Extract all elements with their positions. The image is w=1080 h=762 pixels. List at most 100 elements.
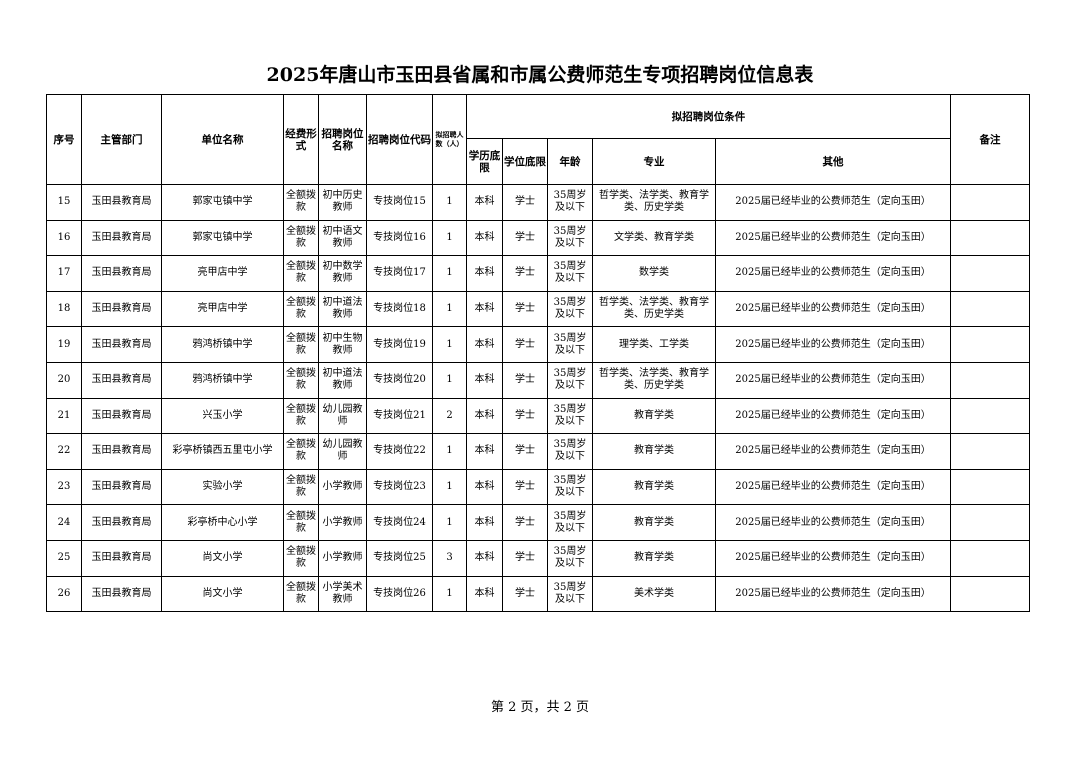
cell-age: 35周岁及以下 (547, 290, 593, 328)
header-dept: 主管部门 (81, 94, 162, 185)
cell-age: 35周岁及以下 (547, 326, 593, 363)
table-row: 26 玉田县教育局 尚文小学 全额拨款 小学美术教师 专技岗位26 1 本科 学士 35周岁及以下… (46, 575, 1031, 613)
header-fund: 经费形式 (283, 94, 319, 185)
cell-degree: 学士 (502, 504, 548, 541)
header-post-code: 招聘岗位代码 (366, 94, 433, 185)
cell-post-code: 专技岗位19 (366, 326, 433, 363)
cell-major: 哲学类、法学类、教育学类、历史学类 (592, 184, 716, 221)
cell-other: 2025届已经毕业的公费师范生（定向玉田） (714, 575, 952, 613)
cell-other: 2025届已经毕业的公费师范生（定向玉田） (714, 184, 952, 221)
cell-post-code: 专技岗位24 (366, 504, 433, 541)
cell-count: 1 (432, 504, 467, 541)
cell-count: 1 (432, 255, 467, 292)
cell-count: 1 (432, 219, 467, 257)
table-row: 16 玉田县教育局 郭家屯镇中学 全额拨款 初中语文教师 专技岗位16 1 本科 学士 35周岁及… (46, 219, 1031, 257)
cell-degree: 学士 (502, 184, 548, 221)
page-footer: 第 2 页，共 2 页 (490, 700, 590, 715)
cell-post-name: 小学教师 (318, 504, 367, 541)
cell-major: 哲学类、法学类、教育学类、历史学类 (592, 361, 716, 399)
cell-dept: 玉田县教育局 (81, 326, 162, 363)
cell-fund: 全额拨款 (283, 504, 319, 541)
cell-unit: 郭家屯镇中学 (161, 184, 284, 221)
cell-fund: 全额拨款 (283, 468, 319, 506)
cell-edu: 本科 (466, 468, 503, 506)
cell-age: 35周岁及以下 (547, 575, 593, 613)
cell-edu: 本科 (466, 361, 503, 399)
cell-major: 教育学类 (592, 504, 716, 541)
cell-unit: 鸦鸿桥镇中学 (161, 361, 284, 399)
cell-remark (950, 397, 1031, 435)
cell-degree: 学士 (502, 468, 548, 506)
cell-dept: 玉田县教育局 (81, 468, 162, 506)
cell-fund: 全额拨款 (283, 255, 319, 292)
header-degree: 学位底限 (502, 138, 548, 185)
cell-post-name: 初中道法教师 (318, 290, 367, 328)
cell-other: 2025届已经毕业的公费师范生（定向玉田） (714, 539, 952, 577)
cell-fund: 全额拨款 (283, 219, 319, 257)
cell-major: 教育学类 (592, 468, 716, 506)
cell-dept: 玉田县教育局 (81, 504, 162, 541)
cell-count: 1 (432, 290, 467, 328)
cell-count: 1 (432, 361, 467, 399)
cell-post-name: 初中生物教师 (318, 326, 367, 363)
cell-degree: 学士 (502, 539, 548, 577)
header-conditions: 拟招聘岗位条件 (465, 94, 952, 139)
cell-post-name: 幼儿园教师 (318, 397, 367, 435)
page-title: 2025年唐山市玉田县省属和市属公费师范生专项招聘岗位信息表 (266, 64, 814, 86)
cell-other: 2025届已经毕业的公费师范生（定向玉田） (714, 290, 952, 328)
recruitment-table: 序号 主管部门 单位名称 经费形式 招聘岗位名称 招聘岗位代码 拟招聘人数（人）… (46, 94, 1031, 613)
cell-remark (950, 255, 1031, 292)
table-row: 21 玉田县教育局 兴玉小学 全额拨款 幼儿园教师 专技岗位21 2 本科 学士 35周岁及以下教… (46, 397, 1031, 435)
cell-post-name: 幼儿园教师 (318, 433, 367, 470)
cell-edu: 本科 (466, 575, 503, 613)
cell-major: 教育学类 (592, 539, 716, 577)
cell-unit: 亮甲店中学 (161, 290, 284, 328)
cell-fund: 全额拨款 (283, 361, 319, 399)
cell-fund: 全额拨款 (283, 326, 319, 363)
cell-dept: 玉田县教育局 (81, 184, 162, 221)
cell-age: 35周岁及以下 (547, 219, 593, 257)
cell-post-name: 初中数学教师 (318, 255, 367, 292)
cell-seq: 16 (46, 219, 82, 257)
cell-remark (950, 433, 1031, 470)
cell-fund: 全额拨款 (283, 184, 319, 221)
cell-dept: 玉田县教育局 (81, 575, 162, 613)
cell-other: 2025届已经毕业的公费师范生（定向玉田） (714, 504, 952, 541)
cell-seq: 23 (46, 468, 82, 506)
header-remark: 备注 (950, 94, 1031, 185)
cell-degree: 学士 (502, 255, 548, 292)
cell-edu: 本科 (466, 219, 503, 257)
cell-unit: 实验小学 (161, 468, 284, 506)
cell-post-code: 专技岗位26 (366, 575, 433, 613)
cell-post-name: 初中语文教师 (318, 219, 367, 257)
cell-dept: 玉田县教育局 (81, 290, 162, 328)
cell-major: 文学类、教育学类 (592, 219, 716, 257)
cell-unit: 尚文小学 (161, 575, 284, 613)
cell-post-name: 初中历史教师 (318, 184, 367, 221)
cell-major: 美术学类 (592, 575, 716, 613)
cell-degree: 学士 (502, 575, 548, 613)
header-other: 其他 (714, 138, 952, 185)
cell-dept: 玉田县教育局 (81, 361, 162, 399)
header-major: 专业 (592, 138, 716, 185)
cell-seq: 22 (46, 433, 82, 470)
cell-remark (950, 219, 1031, 257)
cell-major: 理学类、工学类 (592, 326, 716, 363)
cell-post-code: 专技岗位21 (366, 397, 433, 435)
cell-edu: 本科 (466, 290, 503, 328)
cell-other: 2025届已经毕业的公费师范生（定向玉田） (714, 361, 952, 399)
table-row: 24 玉田县教育局 彩亭桥中心小学 全额拨款 小学教师 专技岗位24 1 本科 学士 35周岁及以… (46, 504, 1031, 541)
cell-unit: 彩亭桥镇西五里屯小学 (161, 433, 284, 470)
cell-edu: 本科 (466, 433, 503, 470)
cell-degree: 学士 (502, 397, 548, 435)
cell-age: 35周岁及以下 (547, 504, 593, 541)
cell-other: 2025届已经毕业的公费师范生（定向玉田） (714, 255, 952, 292)
cell-other: 2025届已经毕业的公费师范生（定向玉田） (714, 468, 952, 506)
cell-remark (950, 539, 1031, 577)
cell-degree: 学士 (502, 361, 548, 399)
cell-remark (950, 504, 1031, 541)
header-post-name: 招聘岗位名称 (318, 94, 367, 185)
cell-dept: 玉田县教育局 (81, 397, 162, 435)
cell-unit: 彩亭桥中心小学 (161, 504, 284, 541)
cell-post-name: 小学美术教师 (318, 575, 367, 613)
